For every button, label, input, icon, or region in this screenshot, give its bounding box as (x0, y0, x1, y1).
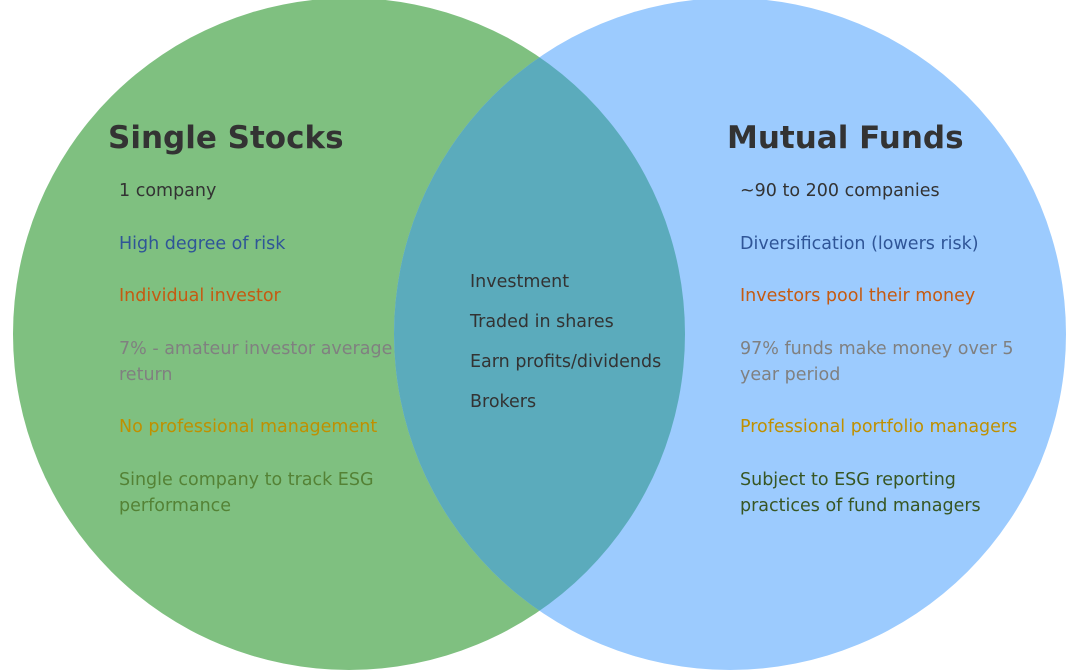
list-item: Single company to track ESG performance (119, 469, 374, 516)
mutual-funds-title: Mutual Funds (727, 120, 964, 156)
single-stocks-title: Single Stocks (108, 120, 344, 156)
list-item: Subject to ESG reporting practices of fu… (740, 469, 981, 516)
list-item: Professional portfolio managers (740, 417, 1018, 437)
list-item: 7% - amateur investor average return (119, 338, 393, 385)
list-item: Diversification (lowers risk) (740, 233, 979, 254)
list-item: No professional management (119, 417, 378, 437)
list-item: Brokers (470, 392, 537, 412)
list-item: Earn profits/dividends (470, 352, 662, 372)
list-item: Traded in shares (470, 312, 614, 332)
overlap-region (394, 0, 685, 670)
list-item: ~90 to 200 companies (740, 181, 940, 201)
list-item: Individual investor (119, 286, 281, 306)
list-item: 1 company (119, 181, 217, 201)
list-item: 97% funds make money over 5 year period (740, 338, 1014, 385)
list-item: High degree of risk (119, 233, 286, 254)
mutual-funds-list: ~90 to 200 companies Diversification (lo… (740, 178, 1040, 545)
shared-traits-list: Investment Traded in shares Earn profits… (470, 269, 685, 429)
single-stocks-list: 1 company High degree of risk Individual… (119, 178, 404, 545)
list-item: Investors pool their money (740, 286, 976, 306)
list-item: Investment (470, 272, 570, 292)
